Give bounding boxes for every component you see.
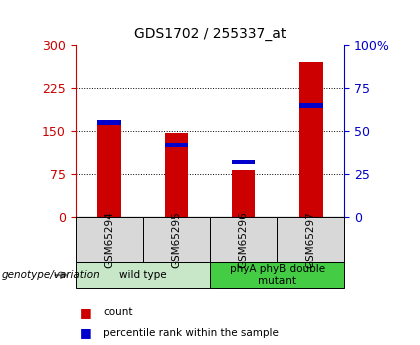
- Bar: [165, 142, 188, 147]
- Text: count: count: [103, 307, 132, 317]
- Text: GSM65295: GSM65295: [171, 211, 181, 268]
- Bar: [299, 62, 323, 217]
- Title: GDS1702 / 255337_at: GDS1702 / 255337_at: [134, 27, 286, 41]
- Bar: [232, 170, 255, 217]
- Text: wild type: wild type: [119, 270, 167, 280]
- Text: GSM65296: GSM65296: [239, 211, 249, 268]
- Text: percentile rank within the sample: percentile rank within the sample: [103, 328, 279, 338]
- Text: ■: ■: [80, 306, 92, 319]
- Text: phyA phyB double
mutant: phyA phyB double mutant: [230, 264, 325, 286]
- Bar: [97, 125, 121, 217]
- Bar: [232, 160, 255, 165]
- Bar: [97, 120, 121, 125]
- Text: GSM65294: GSM65294: [104, 211, 114, 268]
- Bar: [299, 103, 323, 108]
- Text: ■: ■: [80, 326, 92, 339]
- Bar: [165, 133, 188, 217]
- Text: GSM65297: GSM65297: [306, 211, 316, 268]
- Text: genotype/variation: genotype/variation: [2, 270, 101, 280]
